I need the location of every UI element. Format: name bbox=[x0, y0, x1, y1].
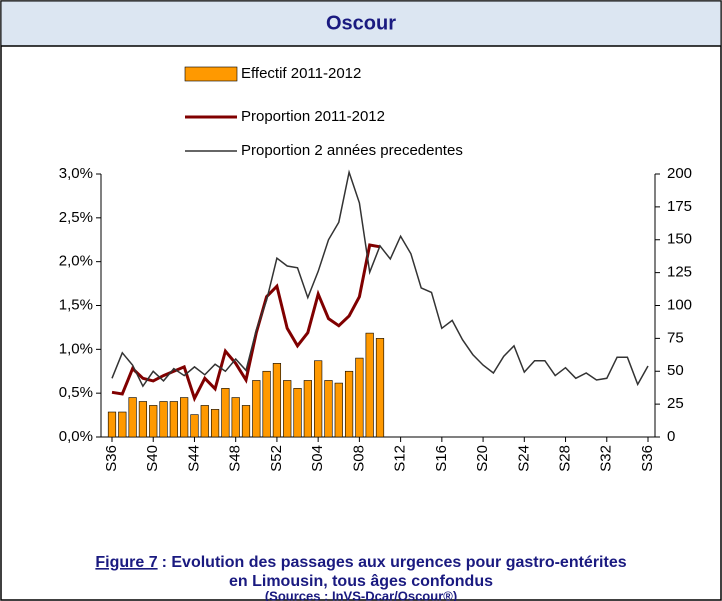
x-tick-label: S12 bbox=[392, 445, 409, 472]
y-tick-label: 0,0% bbox=[59, 428, 93, 445]
x-tick-label: S32 bbox=[598, 445, 615, 472]
bar bbox=[128, 397, 137, 438]
legend-label: Effectif 2011-2012 bbox=[241, 65, 361, 82]
x-tick-label: S52 bbox=[268, 445, 285, 472]
bar bbox=[210, 409, 220, 438]
x-tick-label: S36 bbox=[639, 445, 656, 472]
caption-source: (Sources : InVS-Dcar/Oscour®) bbox=[265, 588, 457, 601]
x-tick-label: S24 bbox=[515, 445, 532, 472]
x-tick-label: S16 bbox=[433, 445, 450, 472]
bar bbox=[180, 397, 189, 438]
y-tick-label: 2,5% bbox=[59, 209, 93, 226]
legend-label: Proportion 2 années precedentes bbox=[241, 142, 463, 159]
x-tick-label: S44 bbox=[185, 445, 202, 472]
y2-tick-label: 200 bbox=[667, 165, 692, 182]
caption-line-2: en Limousin, tous âges confondus bbox=[229, 573, 493, 590]
y2-tick-label: 100 bbox=[667, 296, 692, 313]
y-tick-label: 0,5% bbox=[59, 384, 93, 401]
bar bbox=[252, 380, 261, 438]
x-tick-label: S08 bbox=[350, 445, 367, 472]
bar bbox=[365, 332, 374, 438]
legend-swatch bbox=[184, 66, 238, 82]
y2-tick-label: 25 bbox=[667, 395, 684, 412]
legend-label: Proportion 2011-2012 bbox=[241, 108, 385, 125]
bar bbox=[272, 363, 282, 438]
bar bbox=[169, 401, 178, 438]
bar bbox=[241, 405, 251, 438]
line bbox=[111, 169, 649, 388]
bar bbox=[334, 382, 343, 438]
line bbox=[111, 243, 381, 403]
bar bbox=[190, 414, 199, 438]
y2-tick-label: 75 bbox=[667, 329, 684, 346]
caption-text: : Evolution des passages aux urgences po… bbox=[162, 554, 627, 571]
x-tick-label: S36 bbox=[103, 445, 120, 472]
x-tick-label: S48 bbox=[227, 445, 244, 472]
bar bbox=[324, 380, 333, 438]
bar bbox=[344, 370, 354, 438]
x-tick-label: S04 bbox=[309, 445, 326, 472]
y2-tick-label: 175 bbox=[667, 198, 692, 215]
bar bbox=[355, 357, 364, 438]
bar bbox=[221, 388, 230, 438]
bar bbox=[200, 405, 209, 438]
y2-tick-label: 50 bbox=[667, 362, 684, 379]
y2-tick-label: 125 bbox=[667, 264, 692, 281]
caption-figure: Figure 7 bbox=[95, 554, 157, 571]
bar bbox=[159, 401, 168, 438]
bar bbox=[375, 338, 385, 438]
bar bbox=[149, 405, 158, 438]
bar bbox=[231, 397, 240, 438]
bar bbox=[262, 370, 271, 438]
x-tick-label: S20 bbox=[474, 445, 491, 472]
y-tick-label: 1,5% bbox=[59, 296, 93, 313]
bar bbox=[138, 401, 148, 438]
bar bbox=[303, 380, 312, 438]
y-tick-label: 2,0% bbox=[59, 253, 93, 270]
header-title: Oscour bbox=[326, 12, 396, 34]
bar bbox=[314, 360, 323, 438]
bar bbox=[283, 380, 292, 438]
caption-line-1: Figure 7 : Evolution des passages aux urg… bbox=[95, 554, 626, 571]
header-bg bbox=[1, 1, 721, 46]
y-tick-label: 1,0% bbox=[59, 340, 93, 357]
x-tick-label: S28 bbox=[557, 445, 574, 472]
y2-tick-label: 0 bbox=[667, 428, 675, 445]
bar bbox=[118, 411, 127, 438]
bar bbox=[107, 411, 117, 438]
x-tick-label: S40 bbox=[144, 445, 161, 472]
y2-tick-label: 150 bbox=[667, 231, 692, 248]
bar bbox=[293, 388, 302, 438]
y-tick-label: 3,0% bbox=[59, 165, 93, 182]
